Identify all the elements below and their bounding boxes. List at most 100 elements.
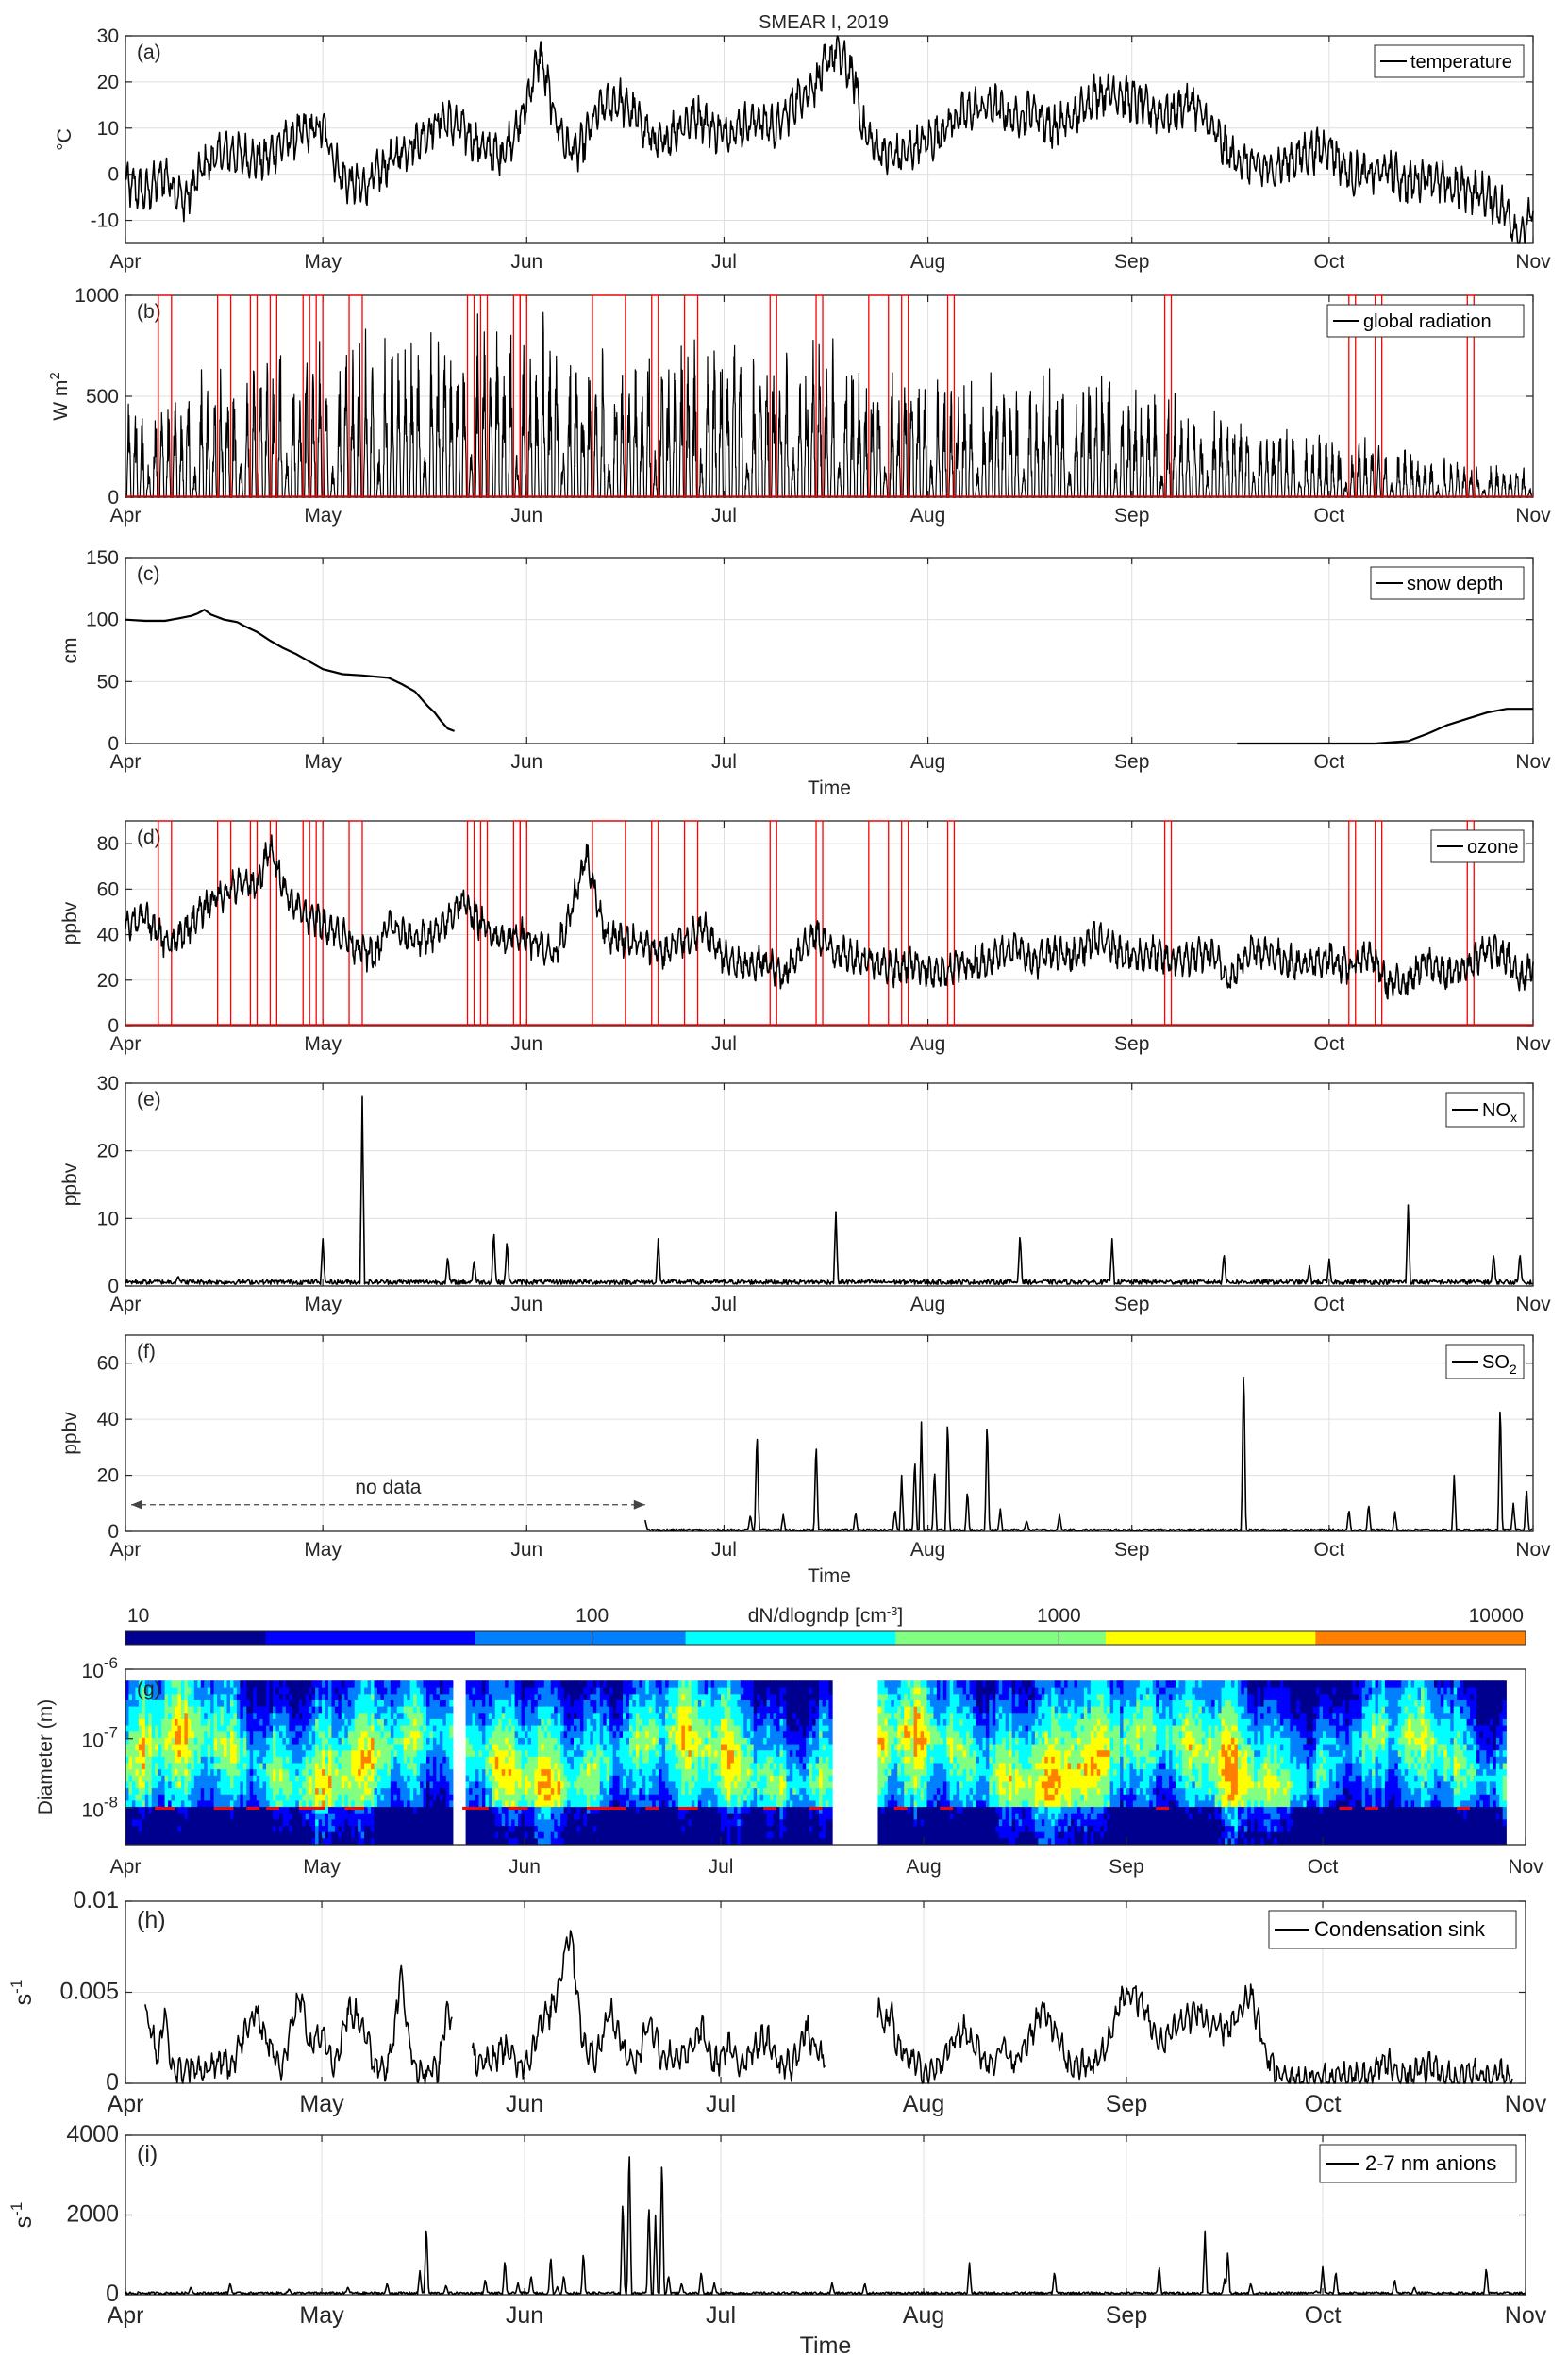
heatmap-cell [302, 1768, 307, 1776]
heatmap-cell [151, 1831, 156, 1839]
heatmap-cell [289, 1775, 293, 1782]
event-box [466, 294, 475, 497]
heatmap-cell [465, 1686, 470, 1695]
heatmap-cell [168, 1793, 173, 1801]
heatmap-cell [164, 1812, 169, 1820]
heatmap-cell [547, 1825, 552, 1832]
heatmap-cell [413, 1724, 418, 1732]
heatmap-cell [371, 1680, 375, 1688]
heatmap-cell [390, 1825, 395, 1832]
heatmap-cell [253, 1812, 258, 1820]
heatmap-cell [131, 1806, 137, 1814]
heatmap-cell [229, 1799, 235, 1808]
heatmap-cell [224, 1837, 228, 1845]
heatmap-cell [315, 1780, 320, 1789]
heatmap-cell [266, 1799, 271, 1808]
heatmap-cell [518, 1837, 523, 1845]
heatmap-cell [367, 1705, 372, 1714]
colorbar-cell [370, 1631, 407, 1645]
heatmap-cell [253, 1718, 258, 1726]
heatmap-cell [309, 1780, 313, 1789]
heatmap-cell [436, 1724, 441, 1732]
heatmap-cell [505, 1831, 509, 1839]
heatmap-cell [177, 1780, 182, 1789]
heatmap-cell [175, 1831, 179, 1839]
legend-label: temperature [1410, 52, 1512, 73]
heatmap-cell [148, 1793, 153, 1801]
heatmap-cell [242, 1793, 247, 1801]
heatmap-cell [374, 1837, 378, 1845]
heatmap-cell [213, 1837, 218, 1845]
heatmap-cell [393, 1680, 398, 1688]
heatmap-cell [550, 1699, 555, 1707]
heatmap-cell [508, 1724, 512, 1732]
heatmap-cell [298, 1712, 303, 1719]
heatmap-cell [338, 1693, 342, 1700]
heatmap-cell [358, 1806, 362, 1814]
event-box [269, 820, 278, 1026]
heatmap-cell [505, 1686, 509, 1695]
panel-label: (e) [137, 1089, 161, 1111]
heatmap-cell [128, 1718, 133, 1726]
heatmap-cell [472, 1705, 476, 1714]
heatmap-cell [334, 1831, 340, 1839]
heatmap-cell [253, 1724, 258, 1732]
heatmap-cell [469, 1768, 474, 1776]
heatmap-cell [217, 1749, 222, 1757]
heatmap-cell [390, 1699, 395, 1707]
heatmap-cell [128, 1762, 133, 1770]
heatmap-cell [302, 1812, 307, 1820]
heatmap-cell [367, 1693, 372, 1700]
heatmap-cell [177, 1806, 182, 1814]
heatmap-cell [390, 1749, 395, 1757]
heatmap-cell [224, 1712, 228, 1719]
heatmap-cell [142, 1818, 146, 1827]
heatmap-cell [262, 1831, 267, 1839]
heatmap-cell [371, 1799, 375, 1808]
heatmap-cell [253, 1762, 258, 1770]
heatmap-cell [224, 1756, 228, 1764]
heatmap-cell [142, 1756, 146, 1764]
heatmap-cell [543, 1686, 548, 1695]
heatmap-cell [217, 1737, 222, 1745]
heatmap-cell [193, 1705, 198, 1714]
heatmap-cell [534, 1831, 539, 1839]
heatmap-cell [233, 1680, 238, 1688]
heatmap-cell [289, 1712, 293, 1719]
heatmap-cell [439, 1724, 444, 1732]
heatmap-cell [236, 1787, 242, 1795]
heatmap-cell [439, 1831, 444, 1839]
heatmap-cell [494, 1699, 499, 1707]
heatmap-cell [557, 1831, 561, 1839]
heatmap-cell [148, 1718, 153, 1726]
heatmap-cell [390, 1724, 395, 1732]
heatmap-cell [309, 1756, 313, 1764]
heatmap-cell [302, 1693, 307, 1700]
heatmap-cell [390, 1799, 395, 1808]
heatmap-cell [445, 1812, 450, 1820]
heatmap-cell [449, 1818, 454, 1827]
colorbar-cell [300, 1631, 337, 1645]
heatmap-cell [131, 1762, 137, 1770]
heatmap-cell [360, 1724, 365, 1732]
heatmap-cell [429, 1793, 434, 1801]
heatmap-cell [171, 1837, 175, 1845]
heatmap-cell [338, 1705, 342, 1714]
heatmap-cell [436, 1705, 441, 1714]
heatmap-cell [148, 1699, 153, 1707]
heatmap-cell [445, 1680, 450, 1688]
heatmap-cell [469, 1762, 474, 1770]
heatmap-cell [180, 1705, 186, 1714]
heatmap-cell [505, 1743, 509, 1751]
heatmap-cell [442, 1818, 447, 1827]
heatmap-cell [142, 1775, 146, 1782]
heatmap-cell [492, 1799, 496, 1808]
event-box [592, 820, 626, 1026]
heatmap-cell [445, 1806, 450, 1814]
heatmap-cell [226, 1686, 231, 1695]
heatmap-cell [530, 1812, 536, 1820]
legend-label: snow depth [1407, 574, 1503, 594]
heatmap-cell [259, 1806, 264, 1814]
heatmap-cell [537, 1762, 542, 1770]
heatmap-cell [256, 1718, 260, 1726]
